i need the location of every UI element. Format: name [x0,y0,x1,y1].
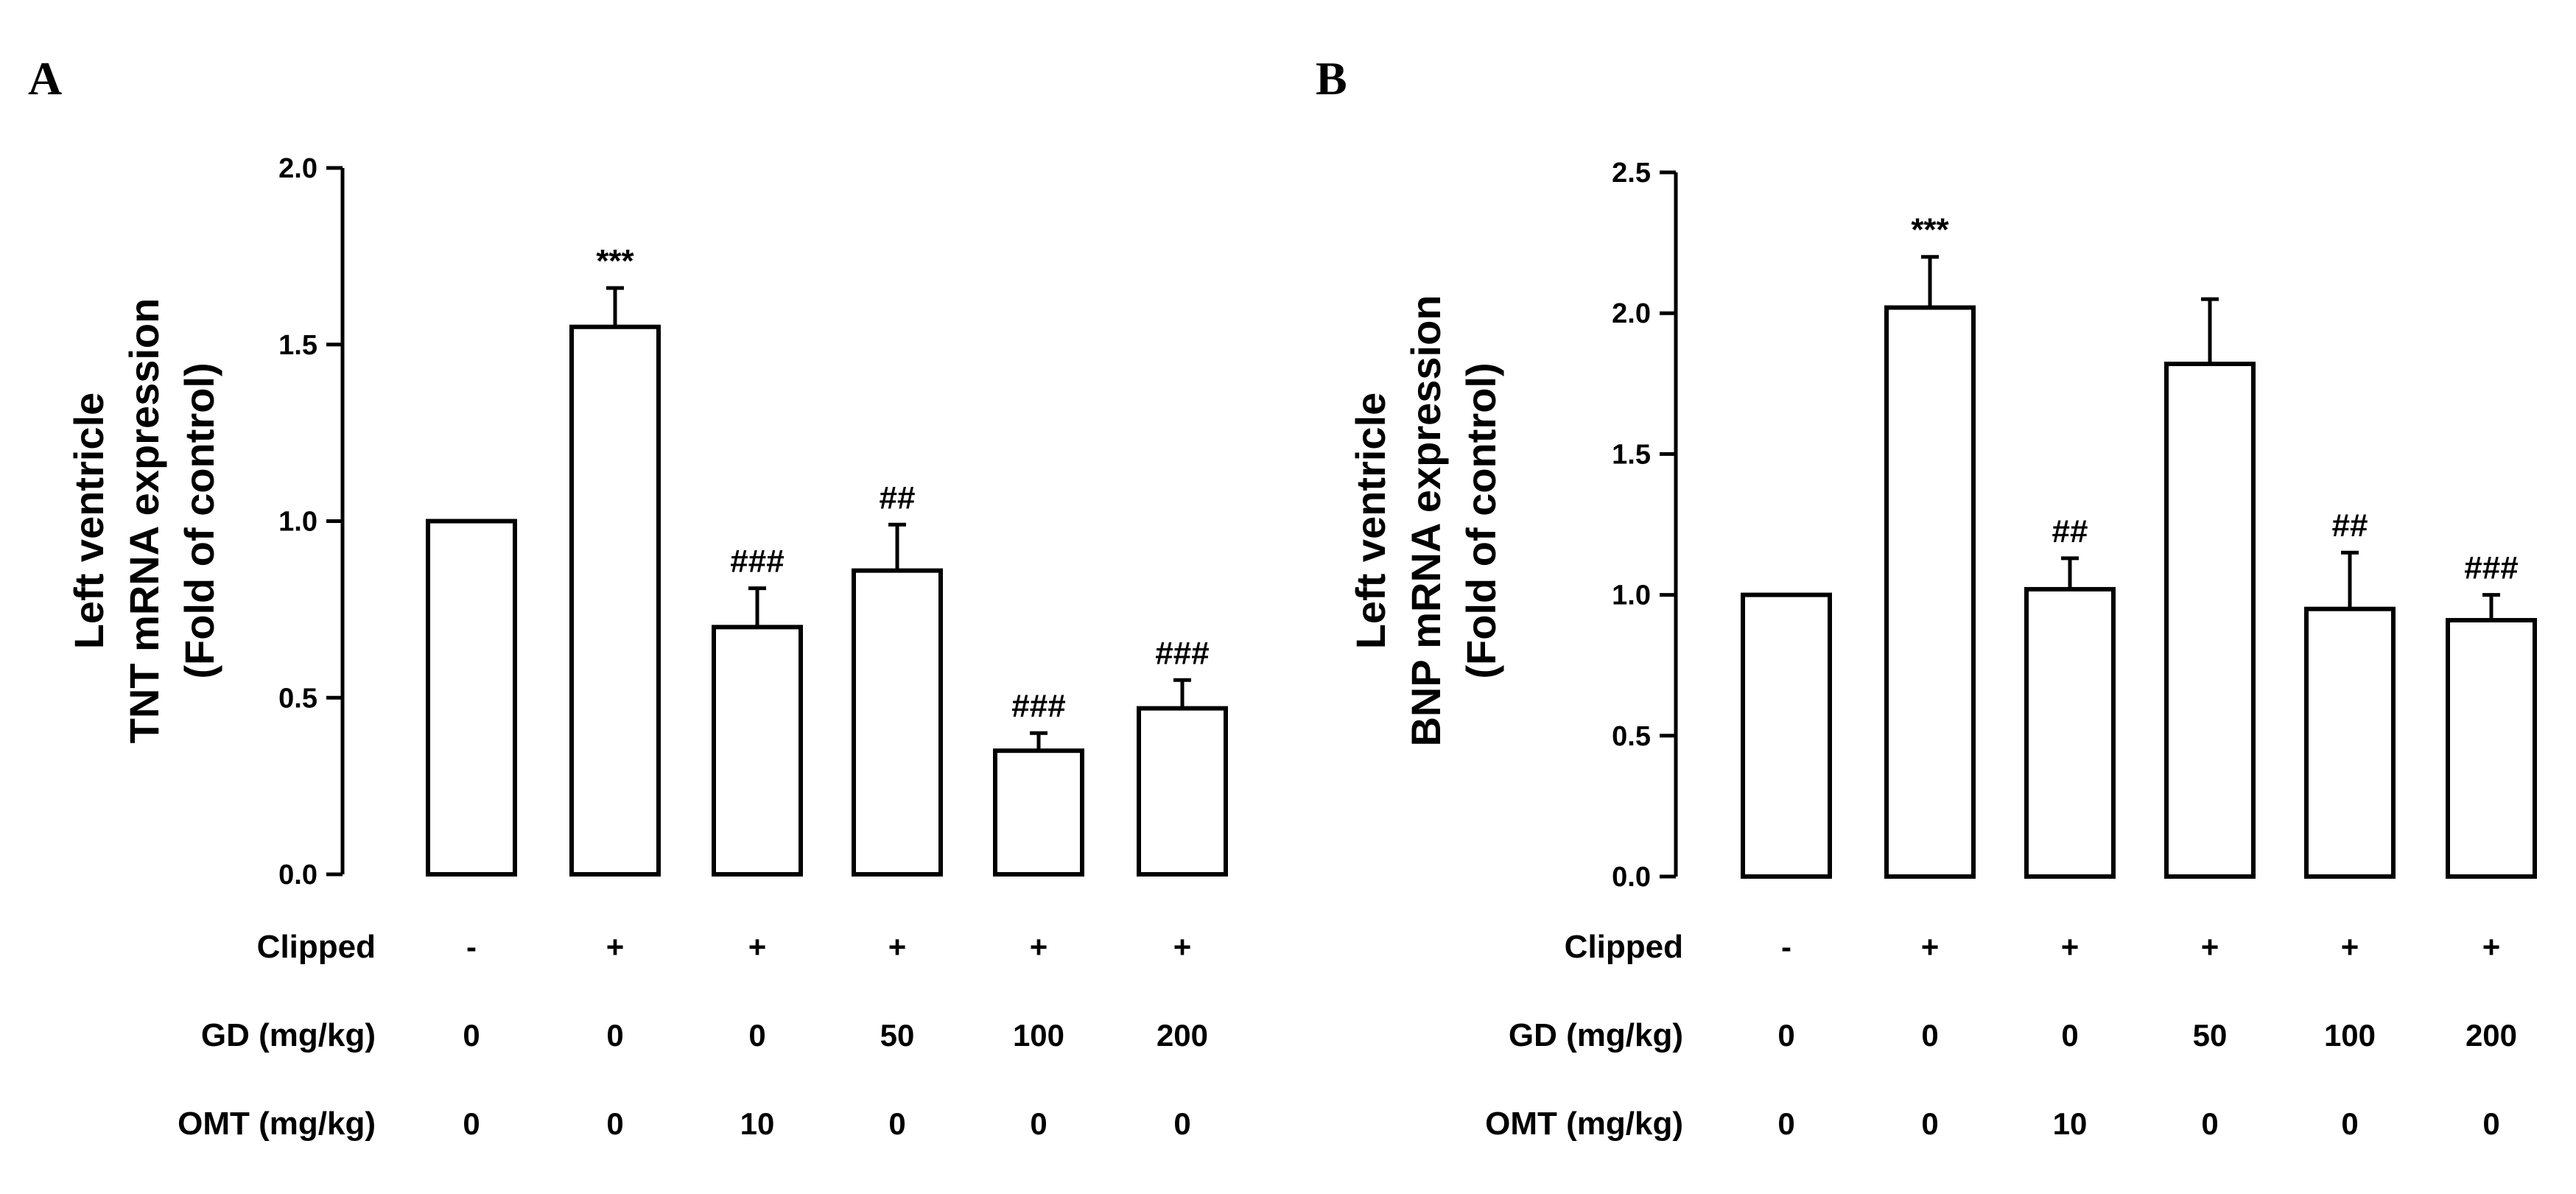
table-cell-r2-c1: 0 [463,1018,480,1053]
table-cell-r3-c1: 0 [1777,1106,1794,1141]
table-cell-r1-c6: + [1173,930,1192,964]
table-cell-r2-c3: 0 [748,1018,765,1053]
significance-marker-6: ### [2464,550,2518,586]
table-cell-r2-c5: 100 [2324,1018,2376,1053]
y-tick-label-4: 2.0 [1612,298,1651,329]
significance-marker-5: ### [1011,688,1065,724]
bar-4 [852,568,943,877]
table-cell-r1-c3: + [748,930,767,964]
row-label-3: OMT (mg/kg) [1485,1106,1683,1142]
y-tick-label-2: 1.0 [278,507,317,538]
bar-5 [993,748,1084,877]
table-cell-r1-c1: - [466,930,477,964]
y-axis-label-line-3: (Fold of control) [1458,362,1504,678]
table-cell-r3-c4: 0 [2201,1106,2218,1141]
y-axis-label-line-3: (Fold of control) [176,362,222,678]
significance-marker-6: ### [1155,635,1209,671]
panel-a: A Left ventricle TNT mRNA expression (Fold … [28,52,1228,1142]
y-axis-label-line-1: Left ventricle [66,393,112,650]
significance-marker-3: ## [2052,513,2088,549]
bar-3 [2024,586,2116,879]
table-cell-r2-c6: 200 [1157,1018,1208,1053]
significance-marker-2: *** [1911,212,1949,248]
row-label-2: GD (mg/kg) [1509,1017,1683,1053]
y-tick-label-0: 0.0 [278,860,317,891]
table-cell-r1-c5: + [2341,930,2359,964]
table-cell-r1-c2: + [1921,930,1940,964]
bar-2 [569,324,661,877]
panel-letter-a: A [28,52,62,105]
table-cell-r1-c4: + [2201,930,2219,964]
y-tick-label-3: 1.5 [1612,439,1651,470]
table-cell-r3-c5: 0 [2341,1106,2358,1141]
table-cell-r1-c2: + [606,930,625,964]
significance-marker-2: *** [596,243,634,279]
table-cell-r3-c2: 0 [1921,1106,1938,1141]
table-cell-r3-c6: 0 [2482,1106,2499,1141]
row-label-1: Clipped [257,929,376,965]
table-cell-r2-c3: 0 [2061,1018,2078,1053]
table-cell-r3-c4: 0 [888,1106,905,1141]
table-cell-r1-c4: + [888,930,907,964]
y-tick-label-0: 0.0 [1612,862,1651,893]
y-tick-label-5: 2.5 [1612,158,1651,189]
significance-marker-5: ## [2332,508,2368,544]
y-tick-label-3: 1.5 [278,330,317,361]
bar-3 [712,625,803,877]
bar-1 [426,519,517,877]
panel-letter-b: B [1316,52,1347,105]
table-cell-r2-c1: 0 [1777,1018,1794,1053]
table-cell-r3-c2: 0 [606,1106,623,1141]
row-label-3: OMT (mg/kg) [178,1106,376,1142]
table-cell-r3-c3: 10 [2053,1106,2088,1141]
table-cell-r1-c3: + [2061,930,2080,964]
bar-1 [1741,592,1832,879]
row-label-2: GD (mg/kg) [201,1017,376,1053]
bar-6 [2446,618,2537,879]
y-axis-label-line-2: TNT mRNA expression [121,298,167,744]
table-cell-r3-c3: 10 [740,1106,775,1141]
bar-4 [2164,362,2256,879]
significance-marker-3: ### [730,544,784,580]
panel-b: B Left ventricle BNP mRNA expression (Fold … [1316,52,2537,1142]
table-cell-r2-c2: 0 [1921,1018,1938,1053]
table-cell-r3-c5: 0 [1030,1106,1047,1141]
table-cell-r2-c5: 100 [1013,1018,1064,1053]
table-cell-r2-c4: 50 [2193,1018,2228,1053]
table-cell-r1-c5: + [1030,930,1048,964]
y-axis-label-line-1: Left ventricle [1347,393,1394,650]
y-tick-label-2: 1.0 [1612,580,1651,611]
table-cell-r3-c6: 0 [1173,1106,1190,1141]
row-label-1: Clipped [1565,929,1683,965]
significance-marker-4: ## [880,480,916,516]
y-axis-label-line-2: BNP mRNA expression [1403,295,1449,746]
y-tick-label-1: 0.5 [1612,721,1651,752]
table-cell-r2-c4: 50 [880,1018,915,1053]
table-cell-r2-c6: 200 [2466,1018,2517,1053]
table-cell-r2-c2: 0 [606,1018,623,1053]
table-cell-r1-c6: + [2482,930,2501,964]
y-tick-label-1: 0.5 [278,683,317,714]
bar-2 [1884,305,1976,879]
table-cell-r3-c1: 0 [463,1106,480,1141]
y-tick-label-4: 2.0 [278,153,317,184]
bar-5 [2304,606,2396,879]
bar-6 [1137,706,1228,877]
table-cell-r1-c1: - [1781,930,1791,964]
